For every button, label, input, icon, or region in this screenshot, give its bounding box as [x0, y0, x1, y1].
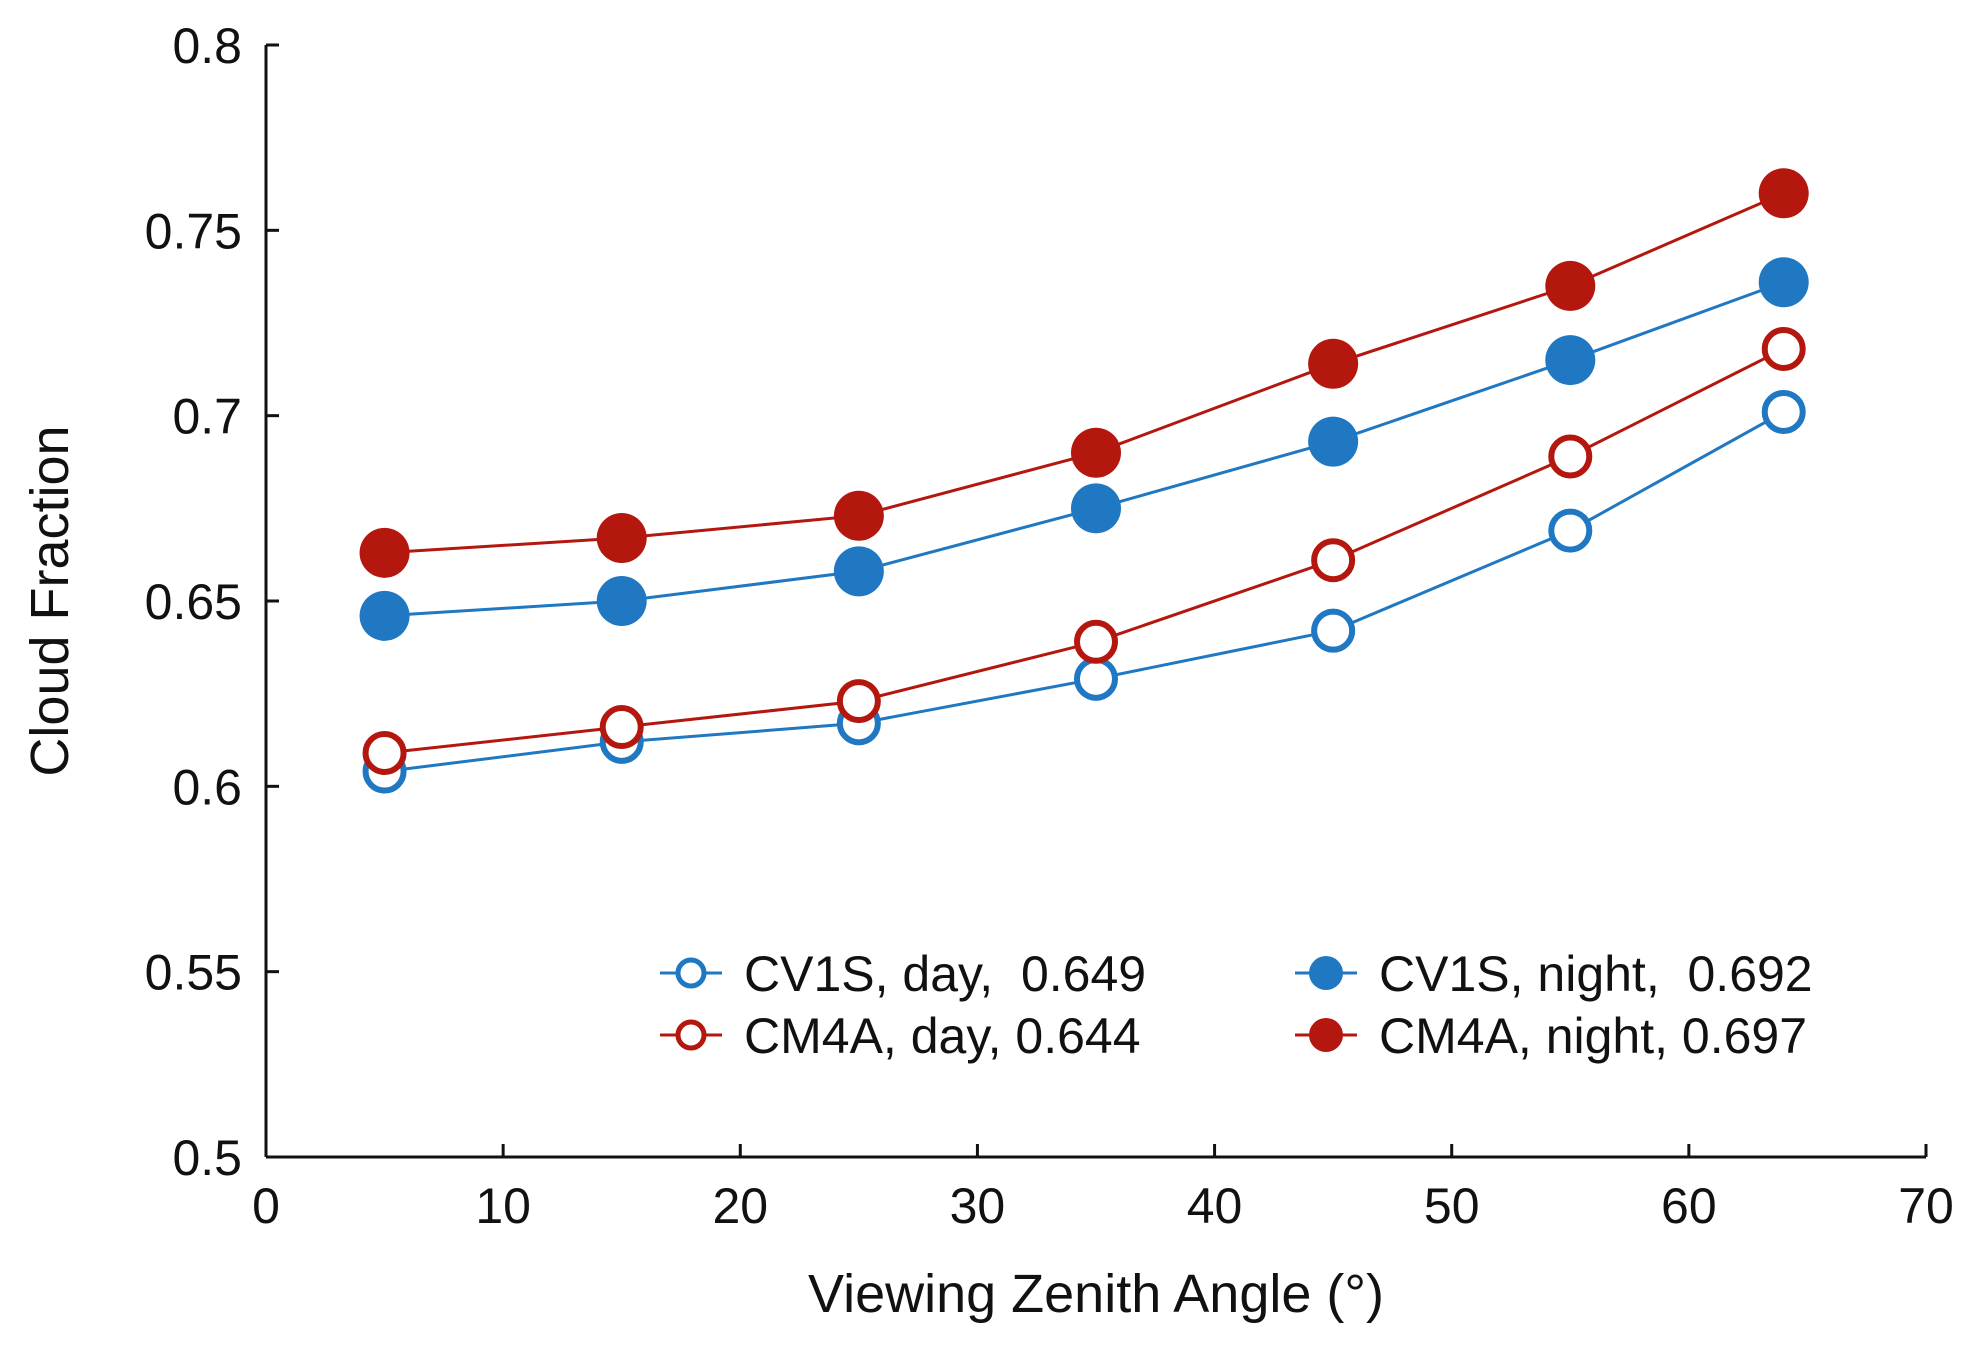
y-tick-label: 0.75 — [145, 203, 242, 259]
data-point-cm4a-day — [362, 730, 407, 775]
legend-entry-cv1s-night: CV1S, night, 0.692 — [1295, 946, 1813, 1002]
data-point-cv1s-day — [1761, 389, 1806, 434]
data-point-cv1s-night — [359, 590, 410, 641]
data-point-cm4a-day — [1311, 538, 1356, 583]
y-tick-label: 0.8 — [172, 18, 242, 74]
y-tick-label: 0.55 — [145, 945, 242, 1001]
data-point-cm4a-day — [836, 679, 881, 724]
data-point-cm4a-night — [359, 527, 410, 578]
legend-entry-cm4a-night: CM4A, night, 0.697 — [1295, 1008, 1807, 1064]
x-tick-label: 0 — [252, 1178, 280, 1234]
y-tick-label: 0.7 — [172, 389, 242, 445]
data-point-cv1s-night — [1758, 257, 1809, 308]
data-point-cm4a-night — [1308, 338, 1359, 389]
legend-marker-cv1s-night — [1309, 956, 1343, 990]
legend-label-cm4a-day: CM4A, day, 0.644 — [744, 1008, 1141, 1064]
x-tick-label: 50 — [1424, 1178, 1480, 1234]
x-tick-label: 40 — [1187, 1178, 1243, 1234]
x-tick-label: 30 — [950, 1178, 1006, 1234]
data-point-cm4a-day — [1548, 434, 1593, 479]
data-point-cm4a-day — [599, 705, 644, 750]
legend: CV1S, day, 0.649 CV1S, night, 0.692 CM4A, … — [660, 946, 1813, 1064]
x-tick-label: 20 — [712, 1178, 768, 1234]
y-ticks: 0.5 0.55 0.6 0.65 0.7 0.75 0.8 — [145, 18, 279, 1186]
x-ticks: 0 10 20 30 40 50 60 70 — [252, 1144, 1954, 1234]
data-point-cv1s-night — [596, 576, 647, 626]
series-layer — [359, 168, 1809, 794]
data-point-cm4a-night — [1071, 427, 1121, 478]
x-tick-label: 60 — [1661, 1178, 1717, 1234]
x-tick-label: 10 — [475, 1178, 531, 1234]
legend-marker-cm4a-day — [675, 1019, 707, 1051]
data-point-cv1s-night — [1545, 335, 1596, 386]
x-tick-label: 70 — [1898, 1178, 1954, 1234]
data-point-cv1s-night — [1308, 416, 1359, 467]
data-point-cm4a-night — [1758, 168, 1809, 219]
y-tick-label: 0.5 — [172, 1130, 242, 1186]
data-point-cv1s-night — [833, 546, 884, 597]
data-point-cm4a-night — [833, 490, 884, 541]
legend-marker-cm4a-night — [1309, 1018, 1343, 1052]
y-tick-label: 0.6 — [172, 759, 242, 815]
legend-label-cv1s-day: CV1S, day, 0.649 — [744, 946, 1146, 1002]
legend-marker-cv1s-day — [675, 957, 707, 989]
y-tick-label: 0.65 — [145, 574, 242, 630]
data-point-cv1s-day — [1548, 508, 1593, 553]
legend-entry-cm4a-day: CM4A, day, 0.644 — [660, 1008, 1141, 1064]
data-point-cv1s-day — [1074, 656, 1118, 701]
data-point-cm4a-night — [596, 512, 647, 563]
series-cm4a-day — [362, 326, 1806, 775]
legend-label-cm4a-night: CM4A, night, 0.697 — [1379, 1008, 1807, 1064]
data-point-cm4a-night — [1545, 260, 1596, 311]
legend-entry-cv1s-day: CV1S, day, 0.649 — [660, 946, 1146, 1002]
series-cm4a-night — [359, 168, 1809, 578]
data-point-cv1s-day — [1311, 608, 1356, 653]
data-point-cv1s-night — [1071, 483, 1121, 534]
y-axis-title: Cloud Fraction — [20, 425, 80, 776]
data-point-cm4a-day — [1074, 619, 1118, 664]
series-cv1s-night — [359, 257, 1809, 641]
data-point-cm4a-day — [1761, 326, 1806, 371]
x-axis-title: Viewing Zenith Angle (°) — [808, 1264, 1384, 1324]
legend-label-cv1s-night: CV1S, night, 0.692 — [1379, 946, 1813, 1002]
